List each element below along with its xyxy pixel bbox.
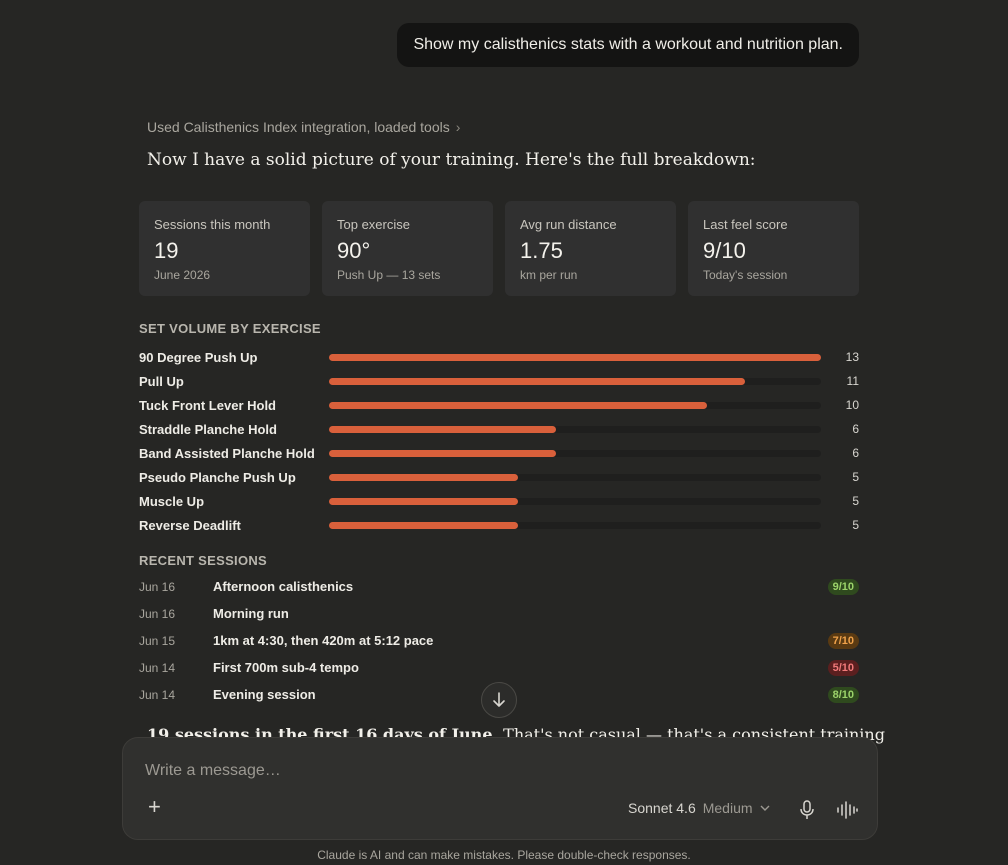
bar-label: Pseudo Planche Push Up [139,469,296,485]
bar [329,377,746,385]
feel-score-badge: 5/10 [827,659,859,676]
bar [329,353,821,361]
bar-row: Straddle Planche Hold 6 [139,417,859,441]
session-row: Jun 16 Morning run [139,600,859,627]
model-name: Sonnet 4.6 [628,800,696,816]
feel-score-badge: 8/10 [827,686,859,703]
stat-value: 9/10 [703,238,746,263]
stat-label: Sessions this month [154,217,271,232]
bar-value-label: 6 [852,446,859,460]
arrow-down-icon [493,692,505,707]
effort-level: Medium [702,800,753,816]
bar [329,521,519,529]
bar-row: Pseudo Planche Push Up 5 [139,465,859,489]
stat-sub: June 2026 [154,268,211,282]
session-title: Evening session [213,687,316,702]
stat-value: 90° [337,238,371,263]
stat-label: Top exercise [337,217,410,232]
session-title: Afternoon calisthenics [213,579,354,594]
bar [329,449,557,457]
bar-track [329,473,821,481]
user-message: Show my calisthenics stats with a workou… [397,23,859,67]
feel-score-badge: 7/10 [827,632,859,649]
microphone-icon [800,800,814,819]
session-row: Jun 14 First 700m sub-4 tempo 5/10 [139,654,859,681]
stat-card-feel-score: Last feel score 9/10 Today's session [688,201,859,296]
chevron-right-icon: › [455,119,461,135]
session-title: 1km at 4:30, then 420m at 5:12 pace [213,633,434,648]
bar-track [329,497,821,505]
bar-value-label: 11 [846,374,859,388]
bar-value-label: 13 [845,350,859,364]
bar-label: 90 Degree Push Up [139,349,258,365]
bar-label: Reverse Deadlift [139,517,241,533]
stat-card-sessions: Sessions this month 19 June 2026 [139,201,310,296]
session-date: Jun 16 [139,606,176,621]
bar [329,473,519,481]
disclaimer: Claude is AI and can make mistakes. Plea… [317,848,691,862]
recent-sessions-list: Jun 16 Afternoon calisthenics 9/10 Jun 16 Mo… [139,573,859,708]
scroll-down-button[interactable] [481,682,517,718]
stat-label: Last feel score [703,217,788,232]
stat-label: Avg run distance [520,217,617,232]
session-date: Jun 14 [139,687,176,702]
tool-usage-label: Used Calisthenics Index integration, loa… [147,119,450,135]
session-row: Jun 15 1km at 4:30, then 420m at 5:12 pac… [139,627,859,654]
bar-row: Band Assisted Planche Hold 6 [139,441,859,465]
bar-label: Straddle Planche Hold [139,421,277,437]
bar [329,497,519,505]
bar-value-label: 5 [852,494,859,508]
feel-score-badge: 9/10 [827,578,859,595]
bar-value-label: 6 [852,422,859,436]
bar-row: Pull Up 11 [139,369,859,393]
session-row: Jun 16 Afternoon calisthenics 9/10 [139,573,859,600]
chevron-down-icon [760,805,770,811]
session-date: Jun 15 [139,633,176,648]
bar-value-label: 5 [852,518,859,532]
stat-value: 1.75 [520,238,563,263]
bar [329,401,708,409]
stat-card-top-exercise: Top exercise 90° Push Up — 13 sets [322,201,493,296]
stat-sub: km per run [520,268,578,282]
message-composer: Write a message… + Sonnet 4.6 Medium [122,737,878,840]
sessions-section-title: RECENT SESSIONS [139,553,268,568]
bar-row: Muscle Up 5 [139,489,859,513]
waveform-icon [837,801,858,819]
bar-label: Muscle Up [139,493,205,509]
bar-track [329,449,821,457]
volume-section-title: SET VOLUME BY EXERCISE [139,321,321,336]
stat-cards: Sessions this month 19 June 2026 Top exe… [139,201,859,296]
bar-track [329,425,821,433]
add-attachment-button[interactable]: + [148,794,161,819]
volume-bar-chart: 90 Degree Push Up 13 Pull Up 11 Tuck Front L… [139,345,859,537]
stat-value: 19 [154,238,179,263]
tool-usage-toggle[interactable]: Used Calisthenics Index integration, loa… [147,119,460,135]
session-date: Jun 16 [139,579,176,594]
bar-label: Pull Up [139,373,184,389]
bar-track [329,401,821,409]
bar-label: Band Assisted Planche Hold [139,445,315,461]
bar-track [329,377,821,385]
stat-sub: Today's session [703,268,788,282]
bar-value-label: 5 [852,470,859,484]
bar-label: Tuck Front Lever Hold [139,397,276,413]
bar [329,425,557,433]
microphone-button[interactable] [799,800,815,825]
assistant-intro: Now I have a solid picture of your train… [147,150,756,170]
message-input[interactable]: Write a message… [145,762,281,779]
bar-row: Reverse Deadlift 5 [139,513,859,537]
bar-row: 90 Degree Push Up 13 [139,345,859,369]
session-date: Jun 14 [139,660,176,675]
stat-card-avg-run: Avg run distance 1.75 km per run [505,201,676,296]
bar-value-label: 10 [845,398,859,412]
bar-track [329,521,821,529]
session-title: First 700m sub-4 tempo [213,660,359,675]
voice-mode-button[interactable] [836,800,858,825]
session-title: Morning run [213,606,289,621]
bar-track [329,353,821,361]
bar-row: Tuck Front Lever Hold 10 [139,393,859,417]
model-selector[interactable]: Sonnet 4.6 Medium [628,800,770,816]
session-row: Jun 14 Evening session 8/10 [139,681,859,708]
stat-sub: Push Up — 13 sets [337,268,441,282]
